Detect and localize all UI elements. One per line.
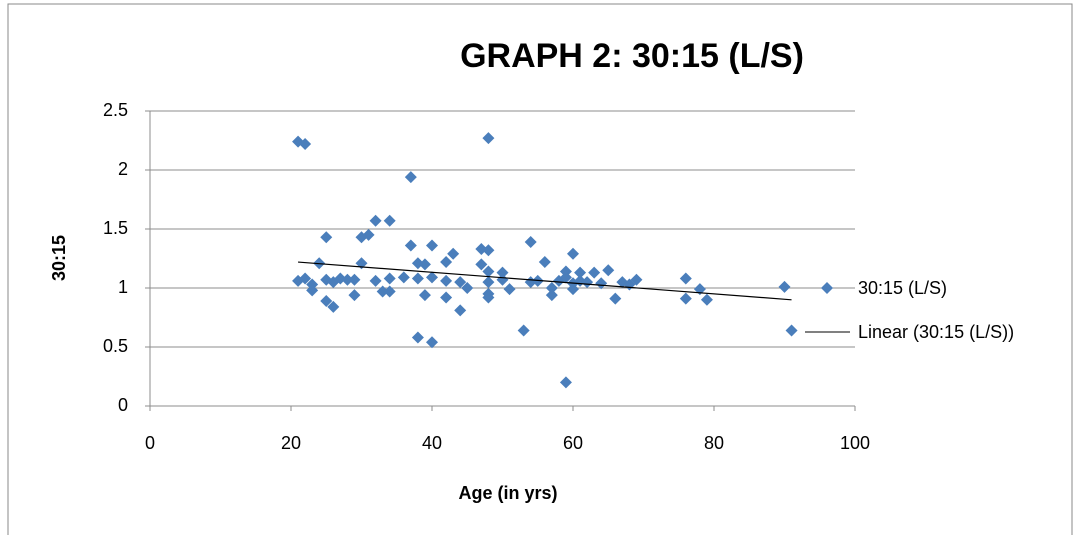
data-point (602, 264, 615, 277)
data-point (369, 274, 382, 287)
data-point (545, 289, 558, 302)
y-tick-label: 1 (118, 277, 128, 297)
chart-title: GRAPH 2: 30:15 (L/S) (460, 37, 804, 75)
data-point (327, 300, 340, 313)
y-tick-label: 1.5 (103, 218, 128, 238)
y-tick-label: 2.5 (103, 100, 128, 120)
data-point (475, 258, 488, 271)
data-point (341, 273, 354, 286)
data-point (320, 294, 333, 307)
data-point (299, 272, 312, 285)
data-point (700, 293, 713, 306)
data-point (348, 289, 361, 302)
x-tick-label: 20 (281, 433, 301, 453)
chart-border (7, 3, 1073, 540)
data-point (559, 376, 572, 389)
data-point (482, 276, 495, 289)
data-point (574, 266, 587, 279)
y-tick-label: 2 (118, 159, 128, 179)
legend-label: Linear (30:15 (L/S)) (858, 322, 1014, 342)
data-point (418, 258, 431, 271)
data-point (404, 171, 417, 184)
data-point (404, 239, 417, 252)
trendline (298, 261, 792, 301)
data-point (447, 247, 460, 260)
data-point (559, 271, 572, 284)
data-point (454, 276, 467, 289)
legend-marker (821, 282, 833, 294)
data-point (383, 272, 396, 285)
y-tick-label: 0 (118, 395, 128, 415)
data-point (440, 274, 453, 287)
data-point (503, 283, 516, 296)
data-point (482, 287, 495, 300)
data-point (369, 214, 382, 227)
data-point (595, 277, 608, 290)
data-point (609, 292, 622, 305)
data-point (440, 291, 453, 304)
x-tick-label: 60 (563, 433, 583, 453)
data-point (299, 138, 312, 151)
data-point (538, 256, 551, 269)
data-point (426, 271, 438, 284)
data-point (397, 271, 410, 284)
data-point (581, 276, 594, 289)
data-point (785, 324, 798, 337)
data-point (383, 285, 396, 298)
data-point (461, 282, 474, 294)
data-point (411, 331, 424, 344)
data-point (482, 132, 495, 145)
x-tick-label: 40 (422, 433, 442, 453)
data-point (567, 283, 579, 296)
x-tick-label: 100 (840, 433, 870, 453)
data-point (426, 239, 438, 252)
data-point (411, 272, 424, 285)
data-point (306, 284, 319, 297)
x-tick-label: 0 (145, 433, 155, 453)
data-point (496, 273, 509, 286)
data-point (588, 266, 601, 279)
data-point (524, 235, 537, 248)
data-point (440, 256, 453, 269)
x-axis-label: Age (in yrs) (458, 483, 557, 503)
data-point (679, 292, 692, 305)
data-point (418, 289, 431, 302)
y-tick-label: 0.5 (103, 336, 128, 356)
data-point (355, 231, 368, 244)
data-point (376, 285, 389, 298)
data-point (679, 272, 692, 285)
data-point (517, 324, 530, 337)
data-point (545, 282, 558, 294)
data-point (383, 214, 396, 227)
data-point (630, 273, 643, 286)
data-point (496, 266, 509, 279)
data-point (454, 304, 467, 317)
data-point (567, 247, 579, 260)
data-point (426, 336, 438, 349)
data-point (320, 231, 333, 244)
y-axis-label: 30:15 (49, 235, 69, 281)
data-point (348, 273, 361, 286)
legend-label: 30:15 (L/S) (858, 278, 947, 298)
x-tick-label: 80 (704, 433, 724, 453)
data-point (482, 265, 495, 278)
data-point (482, 244, 495, 257)
data-point (778, 280, 791, 293)
